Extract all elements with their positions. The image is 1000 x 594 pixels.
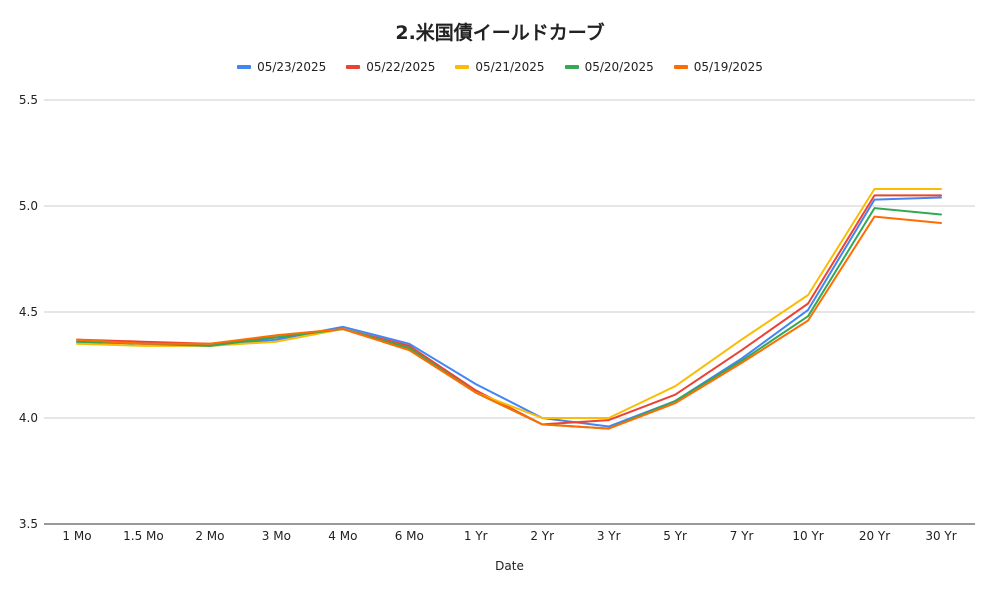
x-tick-label: 1 Mo <box>62 529 91 543</box>
x-tick-label: 7 Yr <box>730 529 754 543</box>
x-tick-label: 3 Yr <box>597 529 621 543</box>
y-tick-label: 4.0 <box>19 411 38 425</box>
legend-swatch <box>455 65 470 69</box>
y-tick-label: 5.5 <box>19 93 38 107</box>
legend-swatch <box>564 65 579 69</box>
legend-label: 05/20/2025 <box>584 60 654 74</box>
legend-item[interactable]: 05/23/2025 <box>237 60 326 74</box>
x-tick-label: 10 Yr <box>792 529 823 543</box>
legend-item[interactable]: 05/19/2025 <box>673 60 763 74</box>
y-tick-label: 3.5 <box>19 517 38 531</box>
legend-item[interactable]: 05/20/2025 <box>564 60 654 74</box>
y-tick-label: 4.5 <box>19 305 38 319</box>
x-tick-label: 6 Mo <box>395 529 424 543</box>
series-line <box>76 215 942 430</box>
x-tick-label: 1 Yr <box>464 529 488 543</box>
chart-title: 2.米国債イールドカーブ <box>395 22 605 44</box>
legend-label: 05/21/2025 <box>475 60 545 74</box>
x-tick-label: 20 Yr <box>859 529 890 543</box>
legend-label: 05/19/2025 <box>693 60 763 74</box>
legend-swatch <box>237 65 252 69</box>
x-tick-label: 1.5 Mo <box>123 529 164 543</box>
legend-label: 05/22/2025 <box>366 60 436 74</box>
legend-label: 05/23/2025 <box>257 60 327 74</box>
legend: 05/23/2025 05/22/2025 05/21/2025 05/20/2025… <box>0 60 1000 74</box>
legend-swatch <box>673 65 688 69</box>
series-line <box>76 207 942 430</box>
y-tick-label: 5.0 <box>19 199 38 213</box>
x-tick-label: 30 Yr <box>925 529 956 543</box>
x-axis-label: Date <box>495 559 524 573</box>
x-tick-label: 5 Yr <box>663 529 687 543</box>
legend-item[interactable]: 05/22/2025 <box>346 60 435 74</box>
legend-item[interactable]: 05/21/2025 <box>455 60 545 74</box>
x-tick-label: 2 Yr <box>530 529 554 543</box>
x-tick-label: 2 Mo <box>195 529 224 543</box>
x-tick-label: 3 Mo <box>262 529 291 543</box>
legend-swatch <box>346 65 361 69</box>
x-tick-label: 4 Mo <box>328 529 357 543</box>
